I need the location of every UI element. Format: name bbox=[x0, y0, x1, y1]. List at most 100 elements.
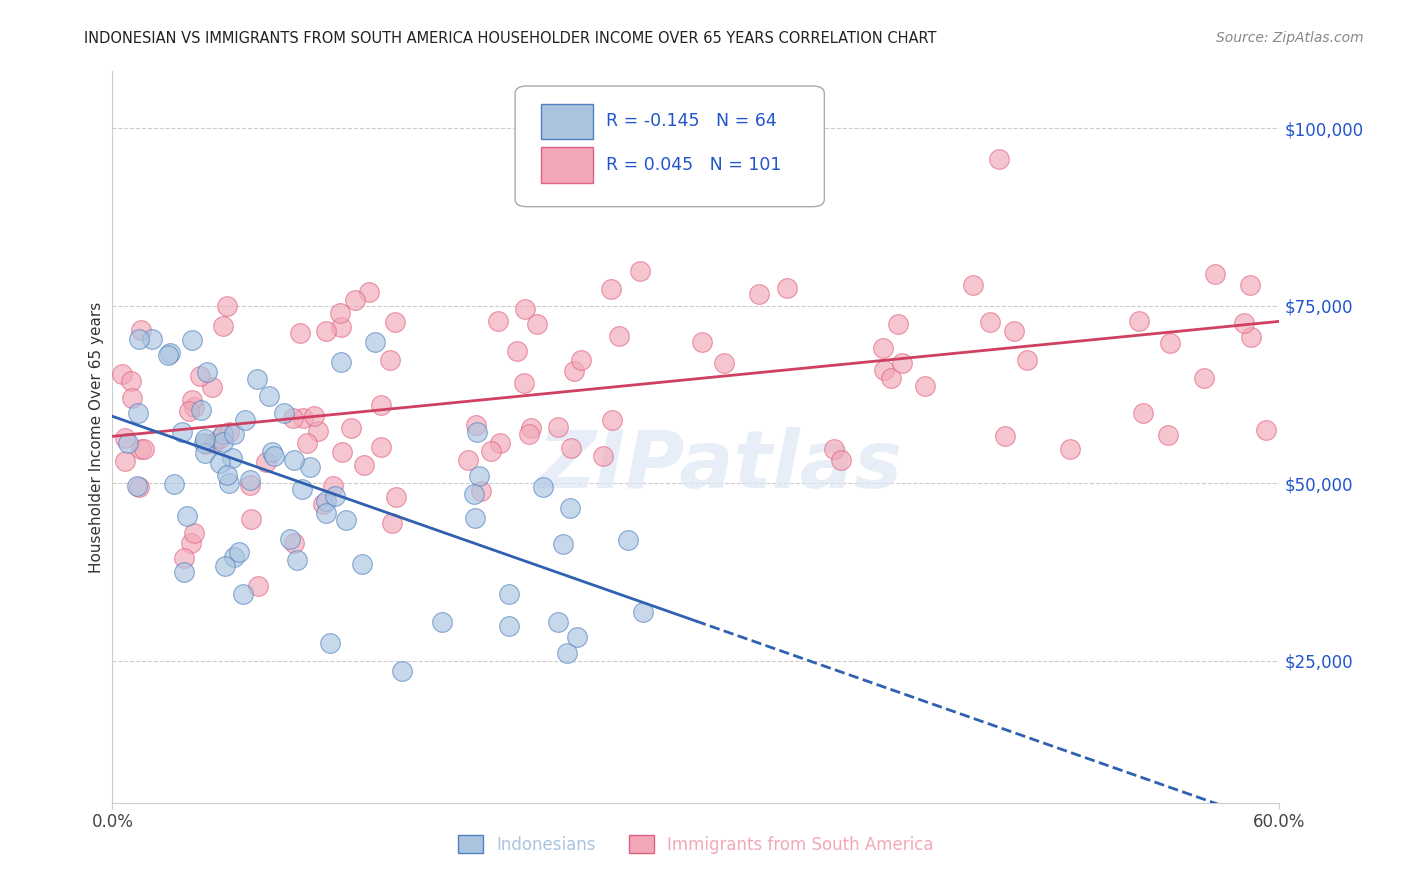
Point bbox=[600, 282, 623, 296]
Point bbox=[215, 468, 238, 483]
Text: R = -0.145   N = 64: R = -0.145 N = 64 bbox=[606, 112, 778, 130]
Point bbox=[263, 450, 285, 464]
Point bbox=[291, 482, 314, 496]
Point bbox=[283, 536, 305, 550]
Point bbox=[467, 469, 489, 483]
Point bbox=[315, 506, 337, 520]
Point bbox=[224, 426, 246, 441]
Point bbox=[465, 425, 488, 439]
Point bbox=[302, 409, 325, 423]
Point bbox=[381, 516, 404, 530]
Point bbox=[526, 317, 548, 331]
Point bbox=[463, 487, 485, 501]
Point bbox=[617, 533, 640, 547]
Point bbox=[257, 389, 280, 403]
Point bbox=[111, 367, 134, 381]
Point bbox=[1017, 353, 1039, 368]
Point bbox=[312, 497, 335, 511]
Point bbox=[560, 441, 582, 455]
Point bbox=[273, 406, 295, 420]
Point bbox=[127, 406, 149, 420]
Point bbox=[254, 455, 277, 469]
Point bbox=[197, 365, 219, 379]
Point bbox=[195, 437, 218, 451]
Point bbox=[193, 435, 215, 450]
Point bbox=[194, 433, 217, 447]
Point bbox=[1240, 329, 1263, 343]
Point bbox=[212, 319, 235, 334]
Point bbox=[285, 553, 308, 567]
Point bbox=[221, 450, 243, 465]
Point bbox=[391, 664, 413, 678]
Point bbox=[994, 428, 1017, 442]
Point bbox=[631, 606, 654, 620]
Point bbox=[176, 509, 198, 524]
Point bbox=[121, 391, 143, 405]
Point bbox=[531, 480, 554, 494]
Point bbox=[370, 398, 392, 412]
Point bbox=[914, 379, 936, 393]
Text: INDONESIAN VS IMMIGRANTS FROM SOUTH AMERICA HOUSEHOLDER INCOME OVER 65 YEARS COR: INDONESIAN VS IMMIGRANTS FROM SOUTH AMER… bbox=[84, 31, 936, 46]
Point bbox=[592, 450, 614, 464]
Point bbox=[179, 404, 201, 418]
Point bbox=[245, 372, 267, 386]
Point bbox=[353, 458, 375, 472]
Point bbox=[183, 526, 205, 541]
Point bbox=[315, 494, 337, 508]
Point bbox=[1128, 314, 1150, 328]
Point bbox=[713, 356, 735, 370]
Point bbox=[214, 559, 236, 574]
Point bbox=[128, 332, 150, 346]
Point bbox=[329, 355, 352, 369]
Point bbox=[157, 348, 180, 362]
Y-axis label: Householder Income Over 65 years: Householder Income Over 65 years bbox=[89, 301, 104, 573]
Point bbox=[988, 152, 1011, 166]
Point bbox=[288, 326, 311, 340]
Point bbox=[363, 334, 385, 349]
Point bbox=[872, 341, 894, 355]
Point bbox=[887, 317, 910, 331]
Point bbox=[172, 425, 194, 439]
Point bbox=[319, 636, 342, 650]
Point bbox=[292, 411, 315, 425]
Point bbox=[1132, 406, 1154, 420]
Point bbox=[1232, 317, 1254, 331]
Point bbox=[228, 545, 250, 559]
Point bbox=[132, 442, 155, 457]
Point bbox=[1204, 268, 1226, 282]
Point bbox=[486, 314, 509, 328]
Point bbox=[479, 444, 502, 458]
Point bbox=[776, 281, 799, 295]
Point bbox=[891, 356, 914, 370]
Point bbox=[873, 363, 896, 377]
Point bbox=[233, 413, 256, 427]
Point bbox=[129, 323, 152, 337]
Point bbox=[880, 370, 903, 384]
Point bbox=[202, 435, 225, 450]
Point bbox=[180, 392, 202, 407]
Point bbox=[183, 401, 205, 415]
Point bbox=[209, 457, 232, 471]
Point bbox=[600, 413, 623, 427]
Point bbox=[569, 353, 592, 368]
Point bbox=[690, 334, 713, 349]
Point bbox=[315, 324, 337, 338]
Point bbox=[512, 376, 534, 391]
Point bbox=[352, 558, 374, 572]
Point bbox=[281, 410, 304, 425]
Point bbox=[1192, 371, 1215, 385]
Point bbox=[430, 615, 453, 629]
Point bbox=[329, 319, 352, 334]
Text: R = 0.045   N = 101: R = 0.045 N = 101 bbox=[606, 156, 782, 174]
Point bbox=[1159, 335, 1181, 350]
Point bbox=[218, 425, 240, 440]
Legend: Indonesians, Immigrants from South America: Indonesians, Immigrants from South Ameri… bbox=[451, 829, 941, 860]
Point bbox=[962, 277, 984, 292]
Point bbox=[519, 427, 541, 442]
Point bbox=[180, 536, 202, 550]
Point bbox=[513, 301, 536, 316]
Point bbox=[209, 430, 232, 444]
Point bbox=[340, 421, 363, 435]
Point bbox=[323, 489, 346, 503]
Point bbox=[565, 630, 588, 644]
